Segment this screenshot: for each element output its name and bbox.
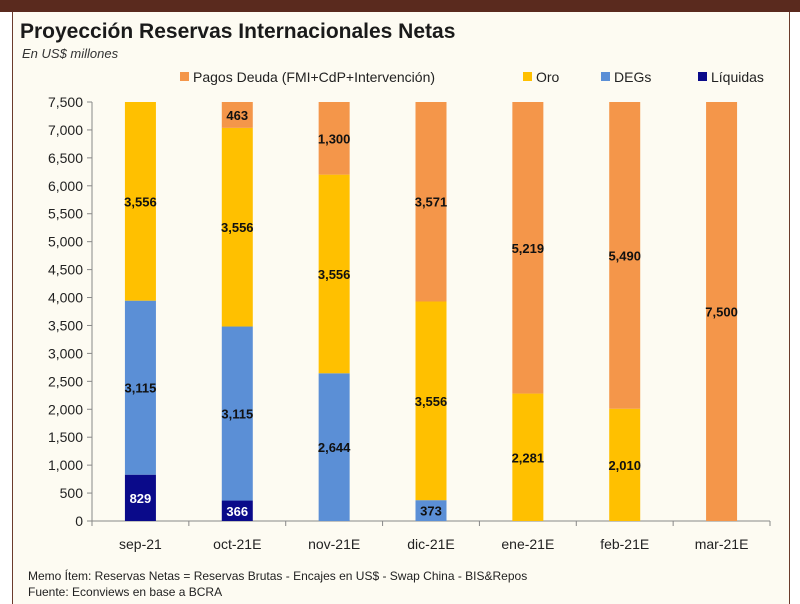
chart-title: Proyección Reservas Internacionales Neta… [20,20,456,43]
x-category-label: nov-21E [308,536,360,552]
legend-swatch-liquidas [698,72,707,81]
bar-segment-degs [221,326,253,501]
bar-segment-oro [415,301,447,501]
bar-segment-pagos [415,102,447,302]
data-label-liquidas: 829 [130,491,152,506]
y-tick-label: 2,000 [48,401,83,417]
data-label-oro: 3,556 [221,220,254,235]
y-tick-label: 4,500 [48,262,83,278]
x-category-label: mar-21E [695,536,749,552]
y-tick-label: 0 [75,513,83,529]
x-category-label: ene-21E [501,536,554,552]
bar-segment-degs [415,500,447,521]
y-tick-label: 1,000 [48,457,83,473]
y-tick-label: 6,500 [48,150,83,166]
legend-label-liquidas: Líquidas [711,69,764,85]
legend-label-oro: Oro [536,69,560,85]
data-label-oro: 3,556 [415,394,448,409]
data-label-liquidas: 366 [226,504,248,519]
data-label-pagos: 5,490 [608,248,641,263]
data-label-oro: 2,281 [512,450,545,465]
y-tick-label: 7,500 [48,94,83,110]
data-label-oro: 2,010 [608,458,641,473]
y-tick-label: 4,000 [48,290,83,306]
legend-swatch-oro [523,72,532,81]
data-label-pagos: 3,571 [415,195,448,210]
bar-segment-pagos [706,102,738,521]
y-tick-label: 1,500 [48,429,83,445]
bar-segment-degs [318,373,350,521]
bar-segment-oro [124,102,156,301]
data-label-pagos: 463 [226,108,248,123]
data-label-degs: 373 [420,504,442,519]
data-label-pagos: 5,219 [512,241,545,256]
bar-segment-pagos [221,102,253,128]
y-tick-label: 3,000 [48,345,83,361]
legend-label-pagos: Pagos Deuda (FMI+CdP+Intervención) [193,69,435,85]
data-label-pagos: 7,500 [705,305,738,320]
data-label-degs: 2,644 [318,440,351,455]
bar-segment-liquidas [124,474,156,521]
top-decorative-band [0,0,800,12]
y-tick-label: 5,500 [48,206,83,222]
y-tick-label: 3,500 [48,317,83,333]
data-label-degs: 3,115 [125,381,157,396]
chart-subtitle: En US$ millones [22,46,119,61]
y-tick-label: 2,500 [48,373,83,389]
data-label-degs: 3,115 [221,407,253,422]
bar-segment-liquidas [221,500,253,521]
data-label-oro: 3,556 [318,267,351,282]
footnote-source: Fuente: Econviews en base a BCRA [28,585,223,599]
bar-segment-oro [221,127,253,327]
x-category-label: sep-21 [119,536,162,552]
bar-segment-pagos [512,102,544,394]
legend-label-degs: DEGs [614,69,651,85]
x-category-label: feb-21E [600,536,649,552]
data-label-oro: 3,556 [124,194,157,209]
x-category-label: dic-21E [407,536,454,552]
y-tick-label: 6,000 [48,178,83,194]
legend-swatch-degs [601,72,610,81]
footnote-memo: Memo Ítem: Reservas Netas = Reservas Bru… [28,569,528,583]
legend-swatch-pagos [180,72,189,81]
bar-segment-oro [512,393,544,521]
bar-segment-oro [609,408,641,521]
bar-segment-pagos [318,102,350,175]
y-tick-label: 7,000 [48,122,83,138]
bar-segment-pagos [609,102,641,409]
bar-segment-degs [124,300,156,475]
y-tick-label: 5,000 [48,234,83,250]
x-category-label: oct-21E [213,536,261,552]
data-label-pagos: 1,300 [318,131,351,146]
bar-segment-oro [318,174,350,374]
y-tick-label: 500 [60,485,84,501]
